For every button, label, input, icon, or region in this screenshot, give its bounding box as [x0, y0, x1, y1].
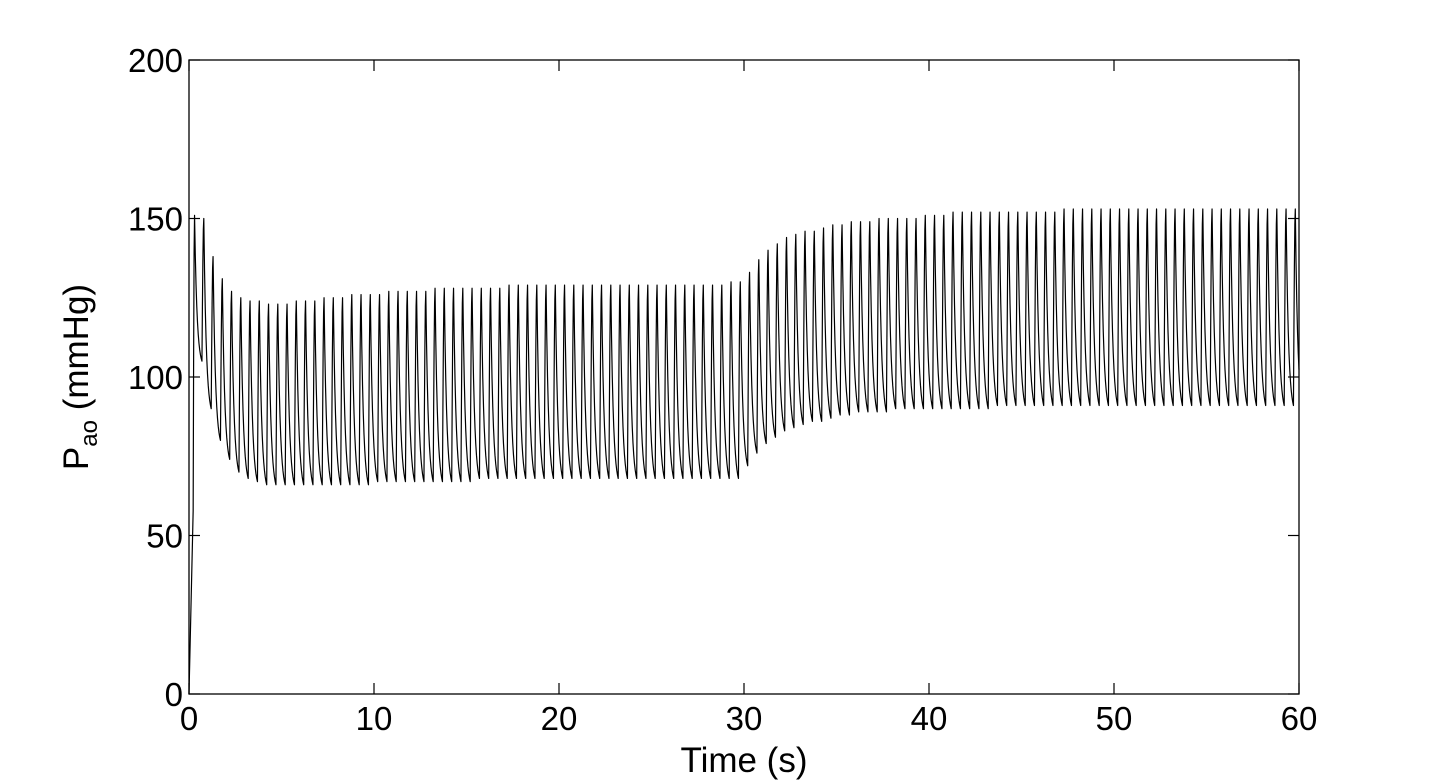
y-axis-tick-labels: 0 50 100 150 200 — [128, 42, 183, 713]
pressure-series-line — [188, 208, 1300, 695]
y-axis-label-subscript: ao — [76, 420, 103, 447]
y-tick-label: 50 — [146, 518, 183, 555]
plot-area — [188, 208, 1300, 695]
x-tick-label: 10 — [356, 700, 393, 737]
y-tick-label: 100 — [128, 359, 183, 396]
x-tick-label: 50 — [1096, 700, 1133, 737]
x-tick-label: 30 — [726, 700, 763, 737]
x-tick-label: 20 — [541, 700, 578, 737]
y-axis-label: Pao (mmHg) — [57, 284, 103, 470]
x-axis-ticks — [188, 60, 1300, 694]
x-tick-label: 0 — [180, 700, 198, 737]
y-axis-label-suffix: (mmHg) — [57, 284, 96, 420]
y-tick-label: 200 — [128, 42, 183, 79]
y-tick-label: 0 — [165, 676, 183, 713]
x-axis-tick-labels: 0 10 20 30 40 50 60 — [180, 700, 1318, 737]
x-axis-label: Time (s) — [680, 741, 807, 780]
x-tick-label: 40 — [911, 700, 948, 737]
x-tick-label: 60 — [1281, 700, 1318, 737]
y-axis-label-main: P — [57, 447, 96, 470]
y-axis-ticks — [189, 59, 1299, 695]
y-tick-label: 150 — [128, 201, 183, 238]
